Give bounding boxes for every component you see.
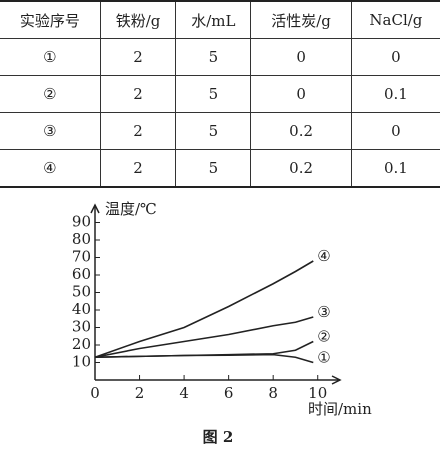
data-table: 实验序号 铁粉/g 水/mL 活性炭/g NaCl/g ① 2 5 0 0 ② 2 5 0 0.1 ③ 2 5 0.… <box>0 0 440 188</box>
y-tick-label: 50 <box>72 283 91 301</box>
x-tick-label: 0 <box>90 384 100 402</box>
table-cell: 0.2 <box>250 112 352 150</box>
y-axis-label: 温度/℃ <box>105 200 157 218</box>
table-row: ② 2 5 0 0.1 <box>0 75 440 113</box>
series-line <box>94 316 314 359</box>
table-cell: NaCl/g <box>350 0 440 39</box>
table-cell: 水/mL <box>175 0 252 39</box>
table-row: 实验序号 铁粉/g 水/mL 活性炭/g NaCl/g <box>0 0 440 39</box>
table-cell: 活性炭/g <box>250 0 352 39</box>
y-tick-label: 90 <box>72 213 91 231</box>
table-cell: 0.1 <box>350 149 440 188</box>
table-cell: ③ <box>0 112 101 150</box>
table-cell: 2 <box>99 112 177 150</box>
series-line <box>94 353 314 364</box>
table-cell: 0 <box>250 38 352 76</box>
series-label: ④ <box>317 247 330 265</box>
x-tick-label: 2 <box>135 384 145 402</box>
table-cell: 5 <box>175 38 252 76</box>
table-row: ③ 2 5 0.2 0 <box>0 112 440 150</box>
table-row: ④ 2 5 0.2 0.1 <box>0 149 440 188</box>
y-tick-label: 20 <box>72 335 91 353</box>
table-cell: 2 <box>99 38 177 76</box>
y-tick-label: 40 <box>72 300 91 318</box>
x-tick-label: 6 <box>224 384 234 402</box>
table-cell: ④ <box>0 149 101 188</box>
y-arrow <box>90 203 100 214</box>
y-tick-label: 80 <box>72 230 91 248</box>
y-tick-label: 10 <box>72 353 91 371</box>
table-cell: 2 <box>99 149 177 188</box>
series-label: ② <box>317 328 330 346</box>
series-line <box>94 260 314 359</box>
x-tick-label: 4 <box>179 384 189 402</box>
table-cell: 5 <box>175 149 252 188</box>
table-cell: 5 <box>175 75 252 113</box>
table-cell: ② <box>0 75 101 113</box>
y-tick-label: 70 <box>72 248 91 266</box>
table-cell: ① <box>0 38 101 76</box>
x-tick-label: 8 <box>268 384 278 402</box>
table-cell: 5 <box>175 112 252 150</box>
x-arrow <box>331 375 342 385</box>
table-cell: 0.2 <box>250 149 352 188</box>
table-cell: 0 <box>350 112 440 150</box>
caption: 图 2 <box>203 428 234 446</box>
table-cell: 0.1 <box>350 75 440 113</box>
series-label: ① <box>317 349 330 367</box>
y-tick-label: 60 <box>72 265 91 283</box>
x-tick-label: 10 <box>308 384 327 402</box>
table-cell: 0 <box>250 75 352 113</box>
series-label: ③ <box>317 303 330 321</box>
table-cell: 实验序号 <box>0 0 101 39</box>
y-tick-label: 30 <box>72 318 91 336</box>
table-cell: 2 <box>99 75 177 113</box>
table-cell: 铁粉/g <box>99 0 177 39</box>
table-cell: 0 <box>350 38 440 76</box>
x-axis-label: 时间/min <box>308 400 372 418</box>
